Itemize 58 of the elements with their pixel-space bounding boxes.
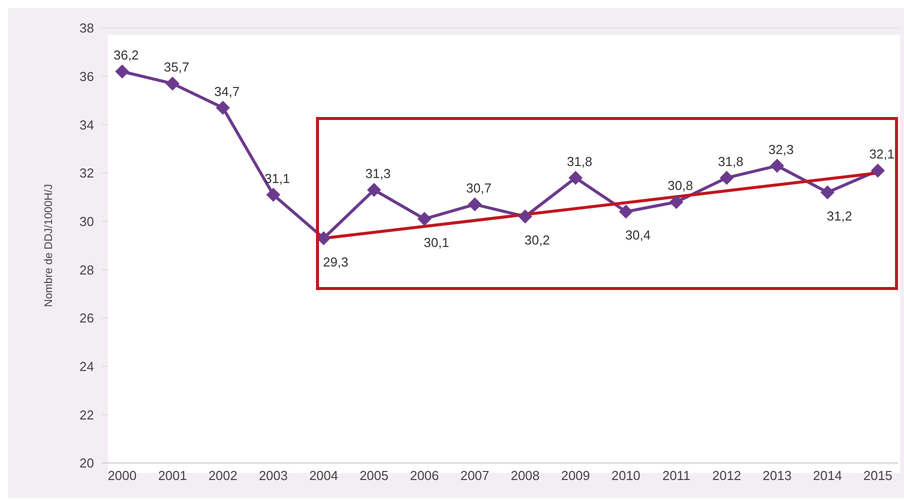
point [468,197,482,212]
data-label: 31,1 [264,170,290,186]
point [518,210,532,224]
x-tick-label: 2007 [460,468,490,484]
point [770,158,784,173]
point [870,164,885,178]
data-label: 30,7 [466,180,492,196]
y-tick-label: 22 [80,407,94,422]
y-tick-label: 28 [80,262,94,278]
point [720,170,734,185]
y-tick-label: 38 [80,20,94,36]
point [618,204,633,219]
x-tick-label: 2011 [662,468,690,484]
point [367,182,382,197]
data-label: 32,3 [768,142,794,157]
y-tick-label: 32 [80,166,94,181]
y-axis-title: Nombre de DDJ/1000H/J [42,184,55,307]
y-tick-label: 30 [80,214,94,229]
x-tick-label: 2013 [762,468,792,484]
x-tick-label: 2008 [510,468,540,484]
data-label: 29,3 [323,254,348,270]
y-tick-label: 26 [80,310,94,326]
x-tick-label: 2004 [309,468,338,484]
point [417,212,432,226]
data-label: 30,8 [668,178,693,193]
y-tick-label: 20 [80,456,94,471]
x-tick-label: 2015 [863,468,892,484]
x-tick-label: 2006 [410,468,439,484]
data-label: 32,1 [869,146,895,162]
point [266,188,280,202]
y-tick-label: 36 [80,68,94,84]
x-tick-label: 2000 [108,468,137,484]
x-tick-label: 2001 [158,468,187,484]
x-tick-label: 2003 [258,468,288,484]
x-tick-label: 2014 [813,468,842,484]
data-label: 34,7 [214,84,240,99]
data-label: 35,7 [164,60,190,75]
data-label: 36,2 [113,48,139,62]
x-tick-label: 2009 [561,468,590,484]
x-tick-label: 2002 [208,468,238,484]
x-tick-label: 2012 [712,468,742,484]
data-label: 31,2 [826,208,852,224]
data-label: 31,8 [566,154,592,169]
point [568,170,583,185]
x-tick-label: 2005 [360,468,389,484]
point [115,64,130,78]
data-label: 30,1 [424,234,450,250]
point [166,76,180,91]
x-tick-label: 2010 [611,468,640,484]
y-tick-label: 24 [80,358,94,374]
y-tick-label: 34 [80,117,94,132]
data-label: 31,8 [718,154,744,169]
data-label: 30,2 [524,232,550,248]
point [669,195,684,209]
data-label: 30,4 [625,228,651,243]
data-label: 31,3 [365,166,391,181]
point [820,185,834,200]
point [216,100,230,115]
